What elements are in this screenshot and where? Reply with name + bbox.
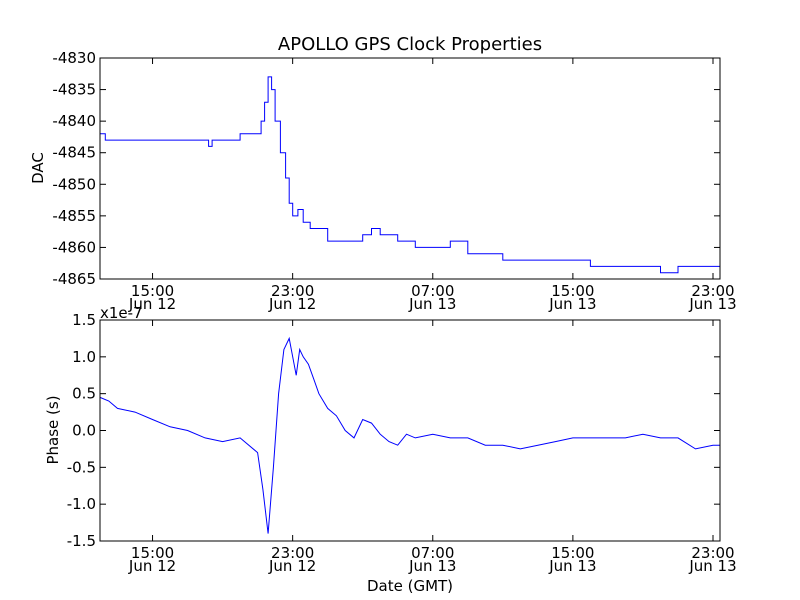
x-tick-label-date: Jun 12 — [128, 295, 176, 313]
x-tick-label-time: 15:00 — [131, 282, 174, 300]
x-tick-label-time: 23:00 — [691, 544, 734, 562]
x-tick-label-date: Jun 13 — [408, 557, 456, 575]
y-tick-label: 1.0 — [72, 348, 96, 366]
phase-ylabel: Phase (s) — [44, 395, 62, 464]
x-tick-label-date: Jun 13 — [688, 295, 736, 313]
phase-scale-label: x1e-7 — [100, 304, 143, 322]
x-tick-label-time: 23:00 — [271, 544, 314, 562]
y-tick-label: -4850 — [52, 175, 96, 193]
y-tick-label: -0.5 — [67, 458, 96, 476]
series-line-0 — [99, 336, 720, 534]
x-tick-label-date: Jun 12 — [128, 557, 176, 575]
x-tick-label-date: Jun 13 — [548, 557, 596, 575]
y-tick-label: -4835 — [52, 81, 96, 99]
x-tick-label-time: 07:00 — [411, 544, 454, 562]
x-tick-label-time: 15:00 — [131, 544, 174, 562]
x-tick-label-date: Jun 12 — [268, 295, 316, 313]
y-tick-label: -4855 — [52, 207, 96, 225]
y-tick-label: -4845 — [52, 144, 96, 162]
y-tick-label: -1.5 — [67, 532, 96, 550]
x-tick-label-time: 23:00 — [691, 282, 734, 300]
x-tick-label-time: 15:00 — [551, 282, 594, 300]
y-tick-label: 1.5 — [72, 311, 96, 329]
x-tick-label-date: Jun 13 — [408, 295, 456, 313]
x-tick-label-date: Jun 13 — [688, 557, 736, 575]
y-tick-label: -4840 — [52, 112, 96, 130]
y-tick-label: 0.0 — [72, 422, 96, 440]
x-tick-label-time: 07:00 — [411, 282, 454, 300]
chart-title: APOLLO GPS Clock Properties — [278, 34, 542, 55]
xaxis-label: Date (GMT) — [367, 577, 453, 595]
series-line-0 — [100, 76, 721, 274]
x-tick-label-time: 23:00 — [271, 282, 314, 300]
x-tick-label-date: Jun 13 — [548, 295, 596, 313]
y-tick-label: -4860 — [52, 238, 96, 256]
y-tick-label: 0.5 — [72, 385, 96, 403]
dac-ylabel: DAC — [29, 152, 47, 184]
dac-panel: -4830 -4835 -4840 -4845 -4850 -4855 -4860 -4865… — [52, 49, 736, 313]
y-tick-label: -4830 — [52, 49, 96, 67]
axes-frame — [99, 57, 721, 280]
x-tick-label-time: 15:00 — [551, 544, 594, 562]
y-tick-label: -4865 — [52, 270, 96, 288]
x-tick-label-date: Jun 12 — [268, 557, 316, 575]
axes-frame — [99, 319, 721, 542]
y-tick-label: -1.0 — [67, 495, 96, 513]
